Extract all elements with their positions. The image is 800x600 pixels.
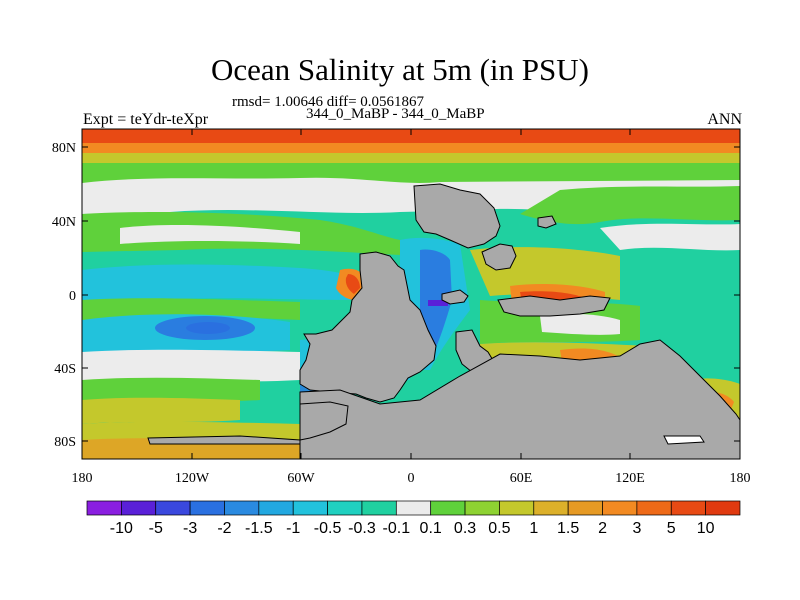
colorbar-swatch (430, 500, 466, 516)
land-ross-shelf (147, 435, 301, 445)
colorbar-label: 1.5 (557, 520, 579, 537)
experiment-label: Expt = teYdr-teXpr (83, 111, 209, 128)
colorbar-label: -2 (217, 520, 231, 537)
land-americas (299, 251, 437, 403)
land-arabia (481, 243, 517, 271)
colorbar-label: -10 (110, 520, 133, 537)
colorbar-swatch (533, 500, 569, 516)
lat-tick-label: 80N (52, 141, 76, 156)
colorbar-label: 2 (598, 520, 607, 537)
arctic-orange-band (82, 143, 740, 153)
colorbar-label: 1 (529, 520, 538, 537)
colorbar-swatch (189, 500, 225, 516)
map-field (82, 129, 740, 459)
colorbar-label: -3 (183, 520, 197, 537)
north-pacific-white (120, 225, 300, 244)
lat-tick-label: 40N (52, 215, 76, 230)
colorbar-swatch (155, 500, 191, 516)
north-green-band (82, 163, 740, 183)
run-subtitle: 344_0_MaBP - 344_0_MaBP (306, 106, 485, 122)
colorbar-label: -0.5 (314, 520, 342, 537)
colorbar-label: 0.5 (488, 520, 510, 537)
colorbar-swatch (121, 500, 157, 516)
equatorial-cyan (82, 264, 360, 302)
season-label: ANN (707, 111, 742, 128)
west-pacific-white (600, 223, 740, 251)
colorbar-swatch (602, 500, 638, 516)
gulf-guinea-purple (428, 300, 448, 306)
colorbar-label: 3 (632, 520, 641, 537)
colorbar-label: 0.3 (454, 520, 476, 537)
asia-green-patch (520, 186, 740, 225)
arctic-red-band (82, 129, 740, 143)
colorbar-label: 10 (697, 520, 715, 537)
colorbar-swatch (292, 500, 328, 516)
colorbar-swatch (567, 500, 603, 516)
colorbar-swatch (224, 500, 260, 516)
land-ice-patch (663, 435, 705, 445)
south-green-band (82, 377, 260, 402)
colorbar-label: -0.1 (383, 520, 411, 537)
land-south-asia (497, 295, 611, 317)
lon-tick-label: 60W (287, 471, 315, 486)
colorbar-swatch (464, 500, 500, 516)
colorbar-swatch (327, 500, 363, 516)
lon-tick-label: 180 (72, 471, 93, 486)
lon-tick-label: 0 (408, 471, 415, 486)
latitude-ticks: 80N 40N 0 40S 80S (52, 141, 740, 450)
lon-tick-label: 60E (510, 471, 533, 486)
land-europe-asia-north (413, 183, 501, 249)
lon-tick-label: 120E (615, 471, 645, 486)
indian-white (540, 313, 620, 335)
land-africa-north-tip (441, 289, 469, 305)
colorbar-swatch (705, 500, 741, 516)
south-pacific-blue-core (186, 322, 230, 334)
colorbar-swatch (395, 500, 432, 516)
lat-tick-label: 80S (54, 435, 76, 450)
colorbar-swatch (86, 500, 122, 516)
colorbar-label: -1 (286, 520, 300, 537)
caribbean-red (345, 274, 360, 294)
colorbar-label: -1.5 (245, 520, 273, 537)
stats-subtitle: rmsd= 1.00646 diff= 0.0561867 (232, 94, 425, 110)
colorbar-label: -0.3 (348, 520, 376, 537)
colorbar-swatch (670, 500, 706, 516)
colorbar-label: -5 (149, 520, 163, 537)
colorbar-swatch (258, 500, 294, 516)
colorbar-swatch (361, 500, 397, 516)
lat-tick-label: 0 (69, 289, 76, 304)
longitude-ticks: 180 120W 60W 0 60E 120E 180 (72, 129, 751, 486)
south-yellow-band (82, 397, 240, 424)
land-masses (147, 183, 740, 459)
lon-tick-label: 180 (730, 471, 751, 486)
colorbar-swatch (499, 500, 535, 516)
land-island-small (537, 215, 557, 229)
colorbar: -10 -5 -3 -2 -1.5 -1 -0.5 -0.3 -0.1 0.1 0.3 0.5 1 1.5… (86, 500, 741, 537)
land-antarctica (299, 339, 740, 459)
lon-tick-label: 120W (175, 471, 210, 486)
colorbar-label: 0.1 (420, 520, 442, 537)
colorbar-swatch (636, 500, 672, 516)
lat-tick-label: 40S (54, 362, 76, 377)
arctic-yellow-band (82, 153, 740, 163)
colorbar-label: 5 (667, 520, 676, 537)
plot-title: Ocean Salinity at 5m (in PSU) (211, 52, 589, 87)
land-antarctic-peninsula (299, 401, 349, 441)
south-white-band (82, 349, 300, 382)
